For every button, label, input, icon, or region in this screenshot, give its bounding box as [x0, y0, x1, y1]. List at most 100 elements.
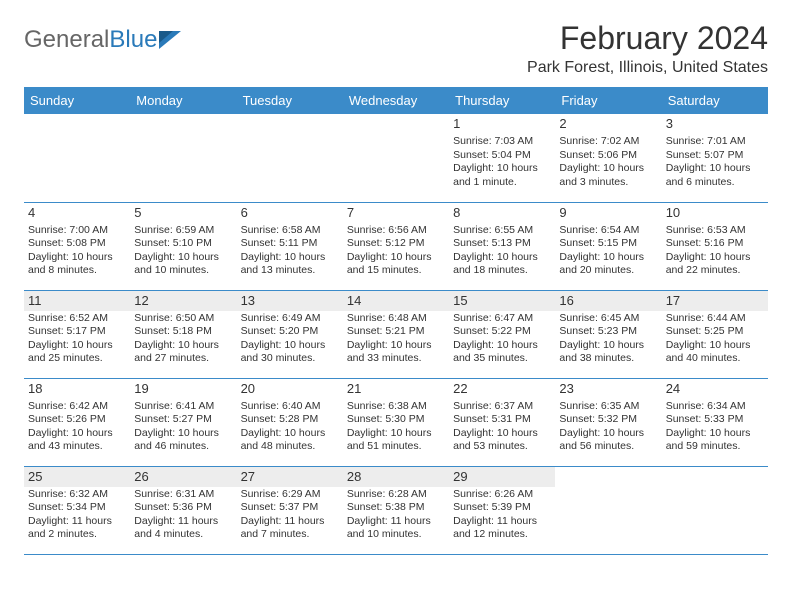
day-number: 16: [559, 293, 657, 308]
calendar-cell: 8Sunrise: 6:55 AMSunset: 5:13 PMDaylight…: [449, 202, 555, 290]
sunrise-text: Sunrise: 7:00 AM: [28, 224, 126, 238]
day-info: Sunrise: 6:53 AMSunset: 5:16 PMDaylight:…: [666, 224, 764, 279]
calendar-cell: 7Sunrise: 6:56 AMSunset: 5:12 PMDaylight…: [343, 202, 449, 290]
day-info: Sunrise: 6:49 AMSunset: 5:20 PMDaylight:…: [241, 312, 339, 367]
day-number: 24: [666, 381, 764, 396]
calendar-body: 1 Sunrise: 7:03 AMSunset: 5:04 PMDaylight…: [24, 114, 768, 554]
calendar-cell: 2Sunrise: 7:02 AMSunset: 5:06 PMDaylight…: [555, 114, 661, 202]
day-number: 27: [241, 469, 339, 484]
sunrise-text: Sunrise: 6:54 AM: [559, 224, 657, 238]
daylight-text: Daylight: 10 hours and 53 minutes.: [453, 427, 551, 454]
sunset-text: Sunset: 5:36 PM: [134, 501, 232, 515]
sunrise-text: Sunrise: 6:48 AM: [347, 312, 445, 326]
daylight-text: Daylight: 10 hours and 51 minutes.: [347, 427, 445, 454]
day-number: 4: [28, 205, 126, 220]
sunrise-text: Sunrise: 6:41 AM: [134, 400, 232, 414]
calendar-cell: 26 Sunrise: 6:31 AMSunset: 5:36 PMDayligh…: [130, 466, 236, 554]
day-number: 10: [666, 205, 764, 220]
brand-part2: Blue: [109, 26, 157, 54]
day-number: 28: [347, 469, 445, 484]
day-info: Sunrise: 6:59 AMSunset: 5:10 PMDaylight:…: [134, 224, 232, 279]
calendar-cell: 5Sunrise: 6:59 AMSunset: 5:10 PMDaylight…: [130, 202, 236, 290]
day-info: Sunrise: 6:26 AMSunset: 5:39 PMDaylight:…: [453, 488, 551, 543]
sunrise-text: Sunrise: 6:49 AM: [241, 312, 339, 326]
sunset-text: Sunset: 5:27 PM: [134, 413, 232, 427]
day-number: 25: [28, 469, 126, 484]
day-number: 6: [241, 205, 339, 220]
sunset-text: Sunset: 5:39 PM: [453, 501, 551, 515]
sunrise-text: Sunrise: 6:50 AM: [134, 312, 232, 326]
day-info: Sunrise: 7:01 AMSunset: 5:07 PMDaylight:…: [666, 135, 764, 190]
sunset-text: Sunset: 5:26 PM: [28, 413, 126, 427]
calendar-table: Sunday Monday Tuesday Wednesday Thursday…: [24, 87, 768, 555]
calendar-cell: 10 Sunrise: 6:53 AMSunset: 5:16 PMDayligh…: [662, 202, 768, 290]
sunrise-text: Sunrise: 6:55 AM: [453, 224, 551, 238]
day-info: Sunrise: 6:40 AMSunset: 5:28 PMDaylight:…: [241, 400, 339, 455]
day-number: 23: [559, 381, 657, 396]
daylight-text: Daylight: 10 hours and 43 minutes.: [28, 427, 126, 454]
day-number: 26: [134, 469, 232, 484]
calendar-cell: [343, 114, 449, 202]
calendar-cell: 14Sunrise: 6:48 AMSunset: 5:21 PMDayligh…: [343, 290, 449, 378]
day-number: 15: [453, 293, 551, 308]
day-info: Sunrise: 6:50 AMSunset: 5:18 PMDaylight:…: [134, 312, 232, 367]
title-block: February 2024 Park Forest, Illinois, Uni…: [527, 20, 768, 77]
daylight-text: Daylight: 11 hours and 7 minutes.: [241, 515, 339, 542]
calendar-cell: 9Sunrise: 6:54 AMSunset: 5:15 PMDaylight…: [555, 202, 661, 290]
daylight-text: Daylight: 10 hours and 20 minutes.: [559, 251, 657, 278]
sunset-text: Sunset: 5:23 PM: [559, 325, 657, 339]
day-number: 29: [453, 469, 551, 484]
day-number: 20: [241, 381, 339, 396]
daylight-text: Daylight: 10 hours and 59 minutes.: [666, 427, 764, 454]
day-header: Saturday: [662, 87, 768, 114]
day-header: Thursday: [449, 87, 555, 114]
daylight-text: Daylight: 10 hours and 38 minutes.: [559, 339, 657, 366]
calendar-cell: 1 Sunrise: 7:03 AMSunset: 5:04 PMDaylight…: [449, 114, 555, 202]
sunset-text: Sunset: 5:32 PM: [559, 413, 657, 427]
day-info: Sunrise: 6:31 AMSunset: 5:36 PMDaylight:…: [134, 488, 232, 543]
day-number: 1: [453, 116, 551, 131]
day-info: Sunrise: 6:32 AMSunset: 5:34 PMDaylight:…: [28, 488, 126, 543]
sunset-text: Sunset: 5:22 PM: [453, 325, 551, 339]
day-info: Sunrise: 6:48 AMSunset: 5:21 PMDaylight:…: [347, 312, 445, 367]
day-info: Sunrise: 6:47 AMSunset: 5:22 PMDaylight:…: [453, 312, 551, 367]
day-info: Sunrise: 7:03 AMSunset: 5:04 PMDaylight:…: [453, 135, 551, 190]
daylight-text: Daylight: 10 hours and 18 minutes.: [453, 251, 551, 278]
sunrise-text: Sunrise: 6:59 AM: [134, 224, 232, 238]
sunset-text: Sunset: 5:30 PM: [347, 413, 445, 427]
sunrise-text: Sunrise: 6:37 AM: [453, 400, 551, 414]
sunrise-text: Sunrise: 7:02 AM: [559, 135, 657, 149]
daylight-text: Daylight: 10 hours and 25 minutes.: [28, 339, 126, 366]
day-info: Sunrise: 6:52 AMSunset: 5:17 PMDaylight:…: [28, 312, 126, 367]
sunset-text: Sunset: 5:33 PM: [666, 413, 764, 427]
header: GeneralBlue February 2024 Park Forest, I…: [24, 20, 768, 77]
day-info: Sunrise: 6:37 AMSunset: 5:31 PMDaylight:…: [453, 400, 551, 455]
sunrise-text: Sunrise: 6:31 AM: [134, 488, 232, 502]
calendar-week-row: 18Sunrise: 6:42 AMSunset: 5:26 PMDayligh…: [24, 378, 768, 466]
day-info: Sunrise: 7:02 AMSunset: 5:06 PMDaylight:…: [559, 135, 657, 190]
sunset-text: Sunset: 5:07 PM: [666, 149, 764, 163]
day-info: Sunrise: 7:00 AMSunset: 5:08 PMDaylight:…: [28, 224, 126, 279]
sunset-text: Sunset: 5:12 PM: [347, 237, 445, 251]
day-header: Monday: [130, 87, 236, 114]
day-number: 9: [559, 205, 657, 220]
sunset-text: Sunset: 5:28 PM: [241, 413, 339, 427]
daylight-text: Daylight: 10 hours and 46 minutes.: [134, 427, 232, 454]
calendar-cell: 15 Sunrise: 6:47 AMSunset: 5:22 PMDayligh…: [449, 290, 555, 378]
calendar-cell: 21Sunrise: 6:38 AMSunset: 5:30 PMDayligh…: [343, 378, 449, 466]
day-number: 7: [347, 205, 445, 220]
calendar-cell: [130, 114, 236, 202]
brand-flag-icon: [159, 31, 181, 49]
sunrise-text: Sunrise: 6:29 AM: [241, 488, 339, 502]
calendar-cell: 19Sunrise: 6:41 AMSunset: 5:27 PMDayligh…: [130, 378, 236, 466]
sunset-text: Sunset: 5:38 PM: [347, 501, 445, 515]
day-header: Friday: [555, 87, 661, 114]
day-header: Sunday: [24, 87, 130, 114]
calendar-week-row: 11Sunrise: 6:52 AMSunset: 5:17 PMDayligh…: [24, 290, 768, 378]
daylight-text: Daylight: 10 hours and 10 minutes.: [134, 251, 232, 278]
daylight-text: Daylight: 10 hours and 15 minutes.: [347, 251, 445, 278]
brand-logo: GeneralBlue: [24, 26, 181, 54]
calendar-cell: 23Sunrise: 6:35 AMSunset: 5:32 PMDayligh…: [555, 378, 661, 466]
sunset-text: Sunset: 5:06 PM: [559, 149, 657, 163]
calendar-week-row: 4 Sunrise: 7:00 AMSunset: 5:08 PMDaylight…: [24, 202, 768, 290]
